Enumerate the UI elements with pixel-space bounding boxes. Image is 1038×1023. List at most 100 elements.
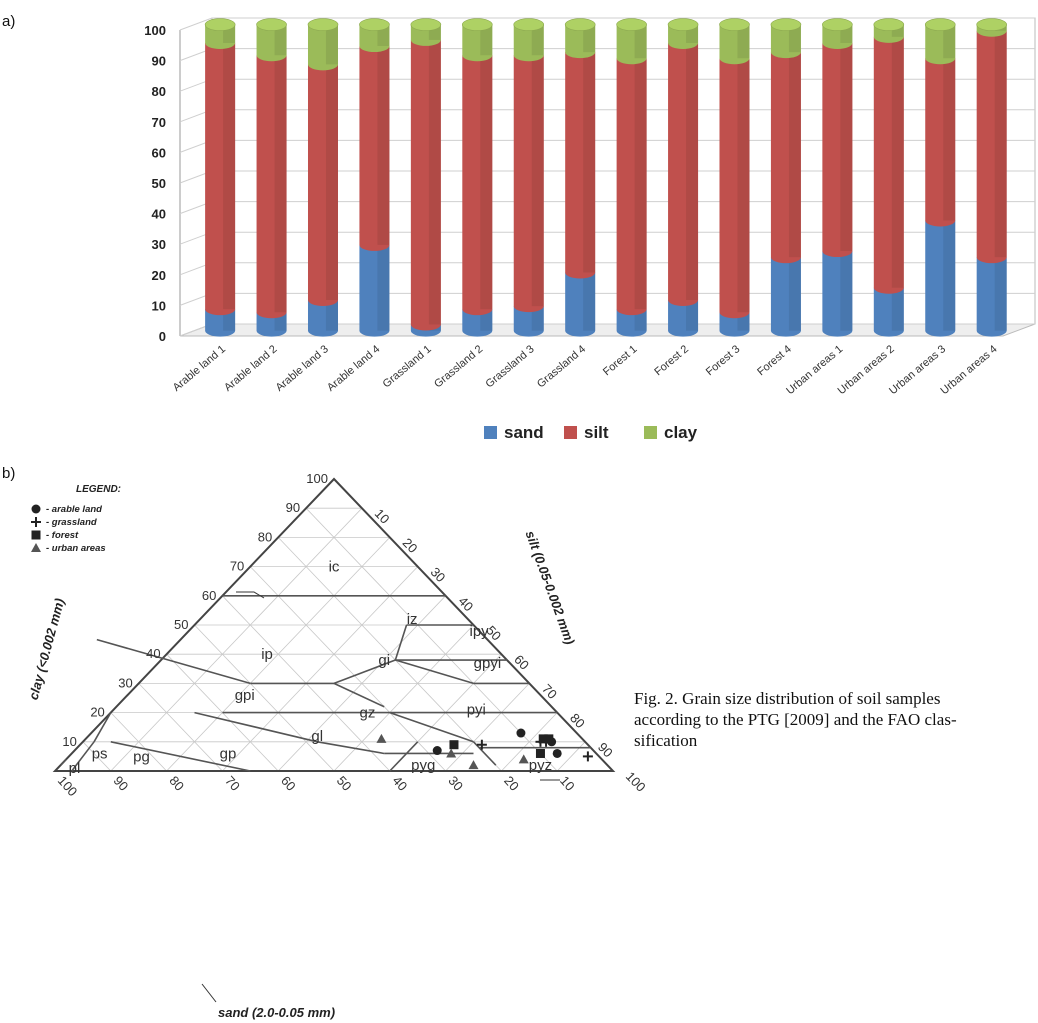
bar-shade (325, 300, 338, 331)
bar-shade (994, 257, 1007, 331)
silt-tick: 10 (372, 506, 393, 527)
legend-item: - arable land (46, 504, 102, 515)
bar-top (667, 18, 699, 31)
clay-axis-title: clay (<0.002 mm) (26, 597, 68, 702)
class-label-pg: pg (133, 748, 150, 765)
legend-swatch-silt (564, 426, 577, 439)
bar-body (668, 42, 699, 307)
bar-shade (943, 24, 956, 59)
bar-sand (668, 300, 699, 337)
y-axis-ticks: 0 10 20 30 40 50 60 70 80 90 100 (144, 23, 166, 344)
bar-body (205, 309, 236, 337)
clay-tick: 30 (118, 675, 132, 690)
bar-top (513, 18, 545, 31)
bar-body (873, 36, 904, 294)
y-tick-label: 50 (152, 176, 166, 191)
legend-label-silt: silt (584, 423, 609, 442)
grid-sand (305, 507, 558, 772)
bar-sand (873, 287, 904, 337)
x-tick-label: Grassland 4 (535, 343, 588, 390)
bar-series (204, 18, 1007, 337)
point-circle (432, 746, 442, 756)
sand-tick: 20 (501, 773, 522, 794)
class-label-pyz: pyz (529, 757, 552, 774)
class-label-gz: gz (360, 705, 376, 722)
bar-body (359, 46, 390, 251)
sand-tick: 60 (278, 773, 299, 794)
point-triangle (31, 543, 41, 552)
bar-shade (686, 42, 699, 301)
silt-tick: 100 (623, 769, 649, 795)
bar-sand (925, 220, 956, 337)
bar-silt (205, 42, 236, 316)
bar-body (668, 24, 699, 49)
class-label-ps: ps (92, 745, 108, 762)
bar-top (410, 18, 442, 31)
class-label-pyg: pyg (411, 757, 435, 774)
bar-clay (256, 18, 287, 62)
legend-item: - urban areas (46, 543, 106, 554)
bar-shade (583, 52, 596, 273)
sand-tick: 90 (111, 773, 132, 794)
point-square (535, 748, 545, 758)
bar-body (205, 24, 236, 49)
bar-shade (274, 24, 287, 56)
bar-body (462, 24, 493, 62)
y-tick-label: 70 (152, 115, 166, 130)
class-label-ip: ip (261, 646, 273, 663)
bar-shade (788, 24, 801, 53)
bar-body (307, 64, 338, 306)
class-boundary (333, 659, 396, 685)
grid-sand (194, 624, 335, 772)
bar-body (359, 24, 390, 53)
bar-shade (737, 58, 750, 313)
bar-body (822, 24, 853, 49)
bar-sand (976, 257, 1007, 337)
class-boundary (389, 711, 474, 743)
bar-shade (788, 52, 801, 258)
point-circle (516, 728, 526, 738)
class-boundary (333, 682, 385, 708)
bar-shade (531, 55, 544, 307)
grid-sand (250, 566, 446, 772)
class-label-gl: gl (311, 728, 323, 745)
bar-body (925, 24, 956, 65)
bar-top (307, 18, 339, 31)
x-tick-label: Grassland 1 (381, 343, 434, 390)
ternary-grid (82, 507, 586, 772)
silt-tick: 30 (428, 564, 449, 585)
bar-shade (737, 24, 750, 59)
bar-sand (565, 272, 596, 337)
class-label-gpyi: gpyi (474, 655, 502, 672)
silt-tick: 70 (539, 681, 560, 702)
bar-shade (377, 46, 390, 245)
bar-shade (223, 42, 236, 310)
y-tick-label: 80 (152, 84, 166, 99)
y-tick-label: 40 (152, 207, 166, 222)
bar-silt (307, 64, 338, 306)
bar-shade (891, 287, 904, 331)
x-tick-label: Arable land 2 (222, 343, 279, 394)
class-boundary (394, 624, 408, 661)
point-plus (31, 517, 41, 527)
point-triangle (518, 754, 529, 764)
class-label-pl: pl (69, 760, 81, 777)
legend-label-clay: clay (664, 423, 698, 442)
bar-body (256, 24, 287, 62)
point-square (31, 530, 41, 540)
sand-tick: 10 (557, 773, 578, 794)
clay-axis-arrow (236, 591, 265, 599)
panel-label-a: a) (2, 13, 15, 30)
bar-shade (428, 39, 441, 325)
bar-clay (359, 18, 390, 53)
grid-silt (556, 741, 586, 772)
class-label-gi: gi (378, 652, 390, 669)
grid-sand (110, 712, 167, 772)
bar-sand (822, 251, 853, 337)
bar-top (976, 18, 1007, 31)
bar-clay (616, 18, 647, 65)
bar-shade (840, 251, 853, 331)
bar-clay (822, 18, 853, 49)
legend-title: LEGEND: (76, 484, 121, 495)
